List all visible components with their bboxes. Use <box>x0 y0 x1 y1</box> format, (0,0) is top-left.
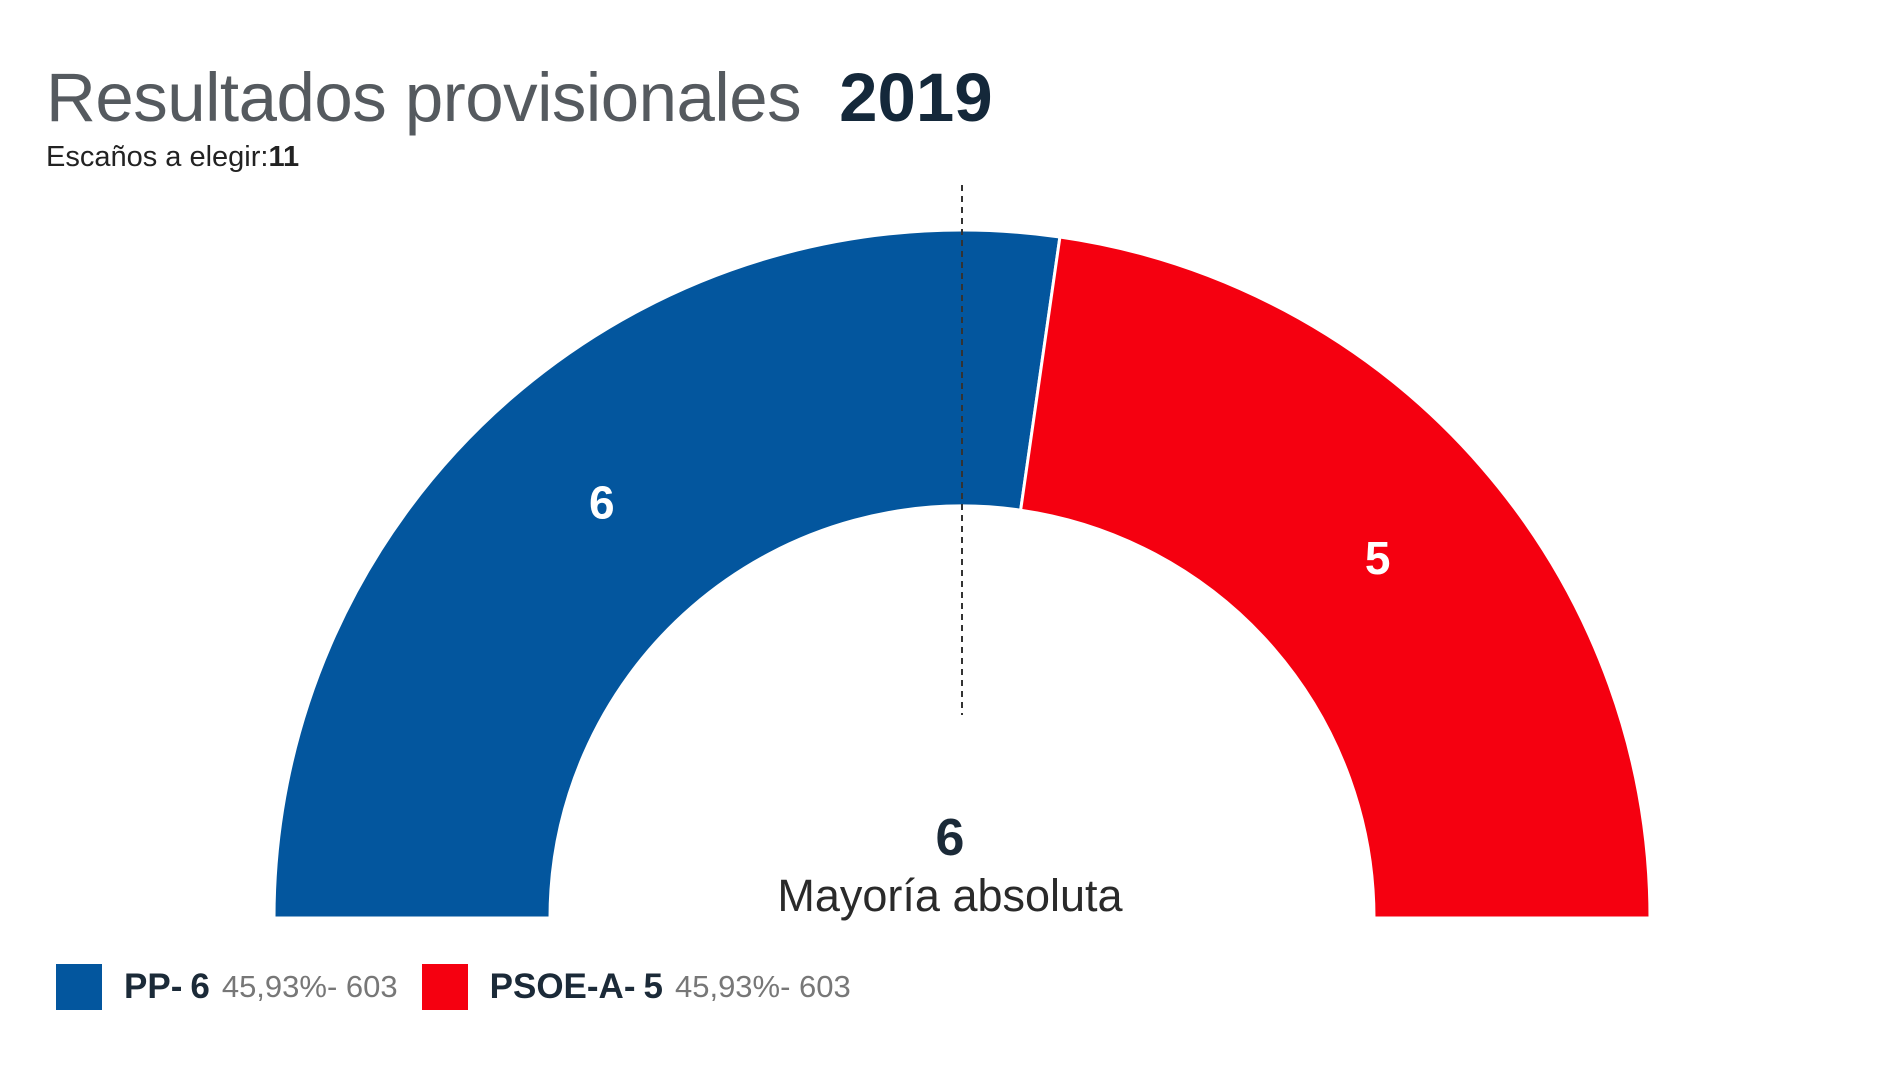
chart-header: Resultados provisionales 2019 Escaños a … <box>46 58 993 174</box>
title-row: Resultados provisionales 2019 <box>46 58 993 137</box>
chart-year: 2019 <box>839 59 993 136</box>
legend-swatch-pp <box>56 964 102 1010</box>
legend-seats: 5 <box>643 967 663 1006</box>
legend-item-pp: PP- 6 45,93%- 603 <box>56 964 398 1010</box>
majority-label: Mayoría absoluta <box>777 870 1123 921</box>
legend-detail: 45,93%- 603 <box>674 969 851 1004</box>
legend-name: PP- <box>124 967 183 1006</box>
legend-name: PSOE-A- <box>489 967 636 1006</box>
seats-to-elect-label: Escaños a elegir: <box>46 141 269 173</box>
chart-title: Resultados provisionales <box>46 59 802 136</box>
seat-label-pp: 6 <box>589 476 615 528</box>
legend: PP- 6 45,93%- 603 PSOE-A- 5 45,93%- 603 <box>56 964 875 1010</box>
seat-arc-psoe-a <box>1018 235 1652 920</box>
legend-detail: 45,93%- 603 <box>221 969 398 1004</box>
majority-number: 6 <box>935 809 965 867</box>
seat-label-psoe-a: 5 <box>1365 532 1391 584</box>
legend-seats: 6 <box>190 967 210 1006</box>
legend-item-psoe-a: PSOE-A- 5 45,93%- 603 <box>421 964 851 1010</box>
seats-to-elect-value: 11 <box>268 141 300 173</box>
legend-swatch-psoe-a <box>421 964 468 1010</box>
seat-arc-pp <box>272 228 1062 920</box>
seats-to-elect: Escaños a elegir:11 <box>46 141 993 174</box>
majority-indicator: 6 Mayoría absoluta <box>0 808 1900 924</box>
